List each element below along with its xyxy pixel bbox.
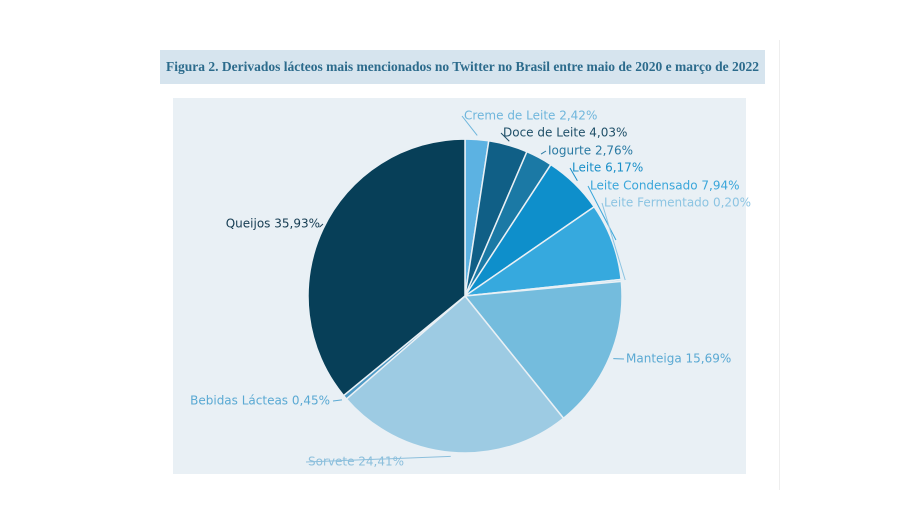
leader-line	[569, 167, 578, 181]
slice-label: Iogurte 2,76%	[548, 144, 633, 158]
leader-line	[461, 115, 478, 136]
slice-label: Bebidas Lácteas 0,45%	[190, 394, 330, 408]
slice-label: Leite 6,17%	[572, 161, 643, 175]
leader-line	[319, 223, 324, 228]
slice-label: Manteiga 15,69%	[626, 352, 731, 366]
title-box: Figura 2. Derivados lácteos mais mencion…	[160, 50, 765, 84]
pie-slice-queijos	[307, 138, 466, 397]
slice-label: Leite Condensado 7,94%	[590, 179, 740, 193]
slice-label: Doce de Leite 4,03%	[503, 126, 627, 140]
leader-line	[601, 202, 626, 281]
leader-line	[500, 132, 510, 142]
leader-line	[332, 399, 343, 402]
figure-title: Figura 2. Derivados lácteos mais mencion…	[166, 59, 759, 74]
slice-label: Sorvete 24,41%	[308, 455, 404, 469]
slice-label: Queijos 35,93%	[226, 217, 320, 231]
slice-label: Creme de Leite 2,42%	[464, 109, 597, 123]
slice-label: Leite Fermentado 0,20%	[604, 196, 751, 210]
leader-line	[305, 455, 451, 463]
divider	[779, 40, 780, 490]
pie-slice-sorvete	[345, 294, 565, 454]
leader-line	[540, 150, 547, 155]
pie-slice-manteiga	[463, 280, 623, 420]
leader-line	[587, 185, 617, 241]
